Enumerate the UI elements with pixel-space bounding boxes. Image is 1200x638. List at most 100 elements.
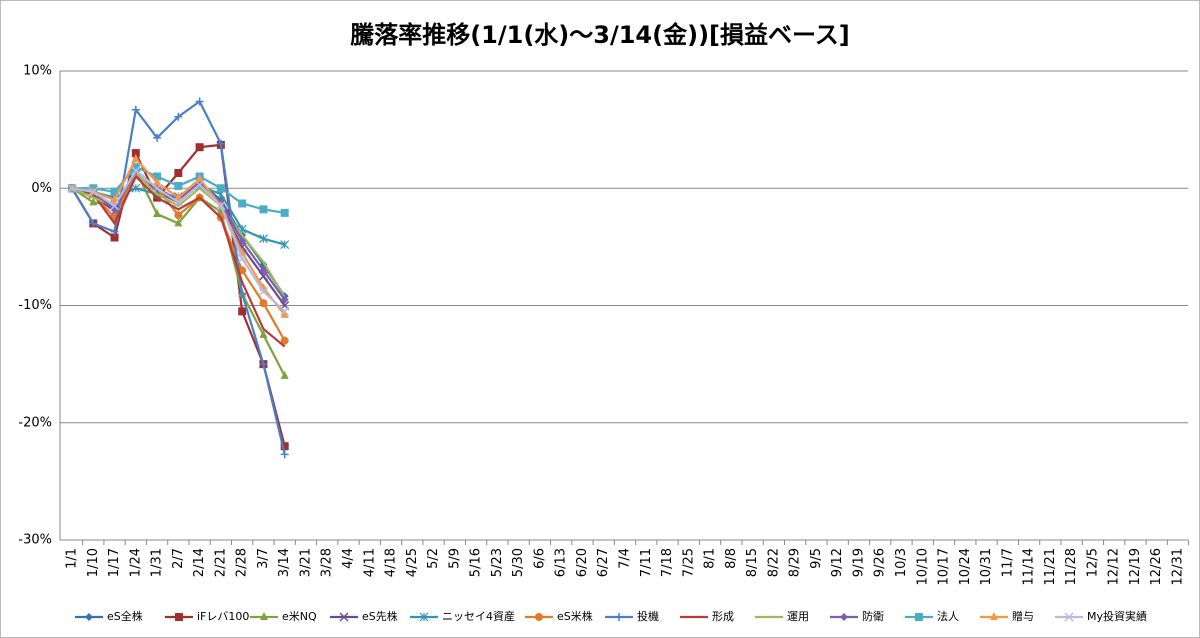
x-tick-label: 1/10 xyxy=(86,548,101,577)
marker xyxy=(237,254,247,264)
x-tick-label: 1/24 xyxy=(128,548,143,577)
x-tick-label: 12/5 xyxy=(1085,548,1100,577)
series xyxy=(68,97,289,459)
marker xyxy=(280,370,289,379)
marker xyxy=(339,612,349,622)
x-tick-label: 7/18 xyxy=(660,548,675,577)
x-tick-label: 1/17 xyxy=(107,548,122,577)
x-tick-label: 3/28 xyxy=(320,548,335,577)
marker xyxy=(280,295,289,304)
y-tick-label: 0% xyxy=(31,181,52,196)
marker xyxy=(85,613,93,621)
x-tick-label: 3/14 xyxy=(277,548,292,577)
x-tick-label: 7/4 xyxy=(618,548,633,569)
line xyxy=(71,174,286,348)
x-tick-label: 10/24 xyxy=(958,548,973,585)
marker xyxy=(173,197,183,207)
marker xyxy=(280,336,289,345)
marker xyxy=(195,143,204,152)
x-tick-label: 4/11 xyxy=(362,548,377,577)
x-tick-label: 5/23 xyxy=(490,548,505,577)
x-tick-label: 5/9 xyxy=(447,548,462,569)
marker xyxy=(258,234,268,244)
marker xyxy=(1064,612,1074,622)
legend-label: My投資実績 xyxy=(1087,609,1147,623)
marker xyxy=(174,112,183,121)
legend-label: 形成 xyxy=(712,610,734,623)
x-tick-label: 9/19 xyxy=(851,548,866,577)
legend-label: e米NQ xyxy=(282,610,317,623)
x-tick-label: 5/16 xyxy=(469,548,484,577)
marker xyxy=(110,227,119,236)
x-tick-label: 11/14 xyxy=(1022,548,1037,585)
marker xyxy=(238,237,247,246)
marker xyxy=(280,306,290,316)
y-tick-label: -10% xyxy=(18,298,52,313)
x-tick-label: 5/30 xyxy=(511,548,526,577)
x-tick-label: 10/3 xyxy=(894,548,909,577)
marker xyxy=(238,289,247,298)
marker xyxy=(990,612,998,620)
x-tick-label: 6/13 xyxy=(554,548,569,577)
legend-label: ニッセイ4資産 xyxy=(442,610,515,623)
marker xyxy=(258,286,268,296)
marker xyxy=(280,450,289,459)
x-tick-label: 2/14 xyxy=(192,548,207,577)
x-tick-label: 11/28 xyxy=(1064,548,1079,585)
legend-label: 法人 xyxy=(937,609,959,623)
marker xyxy=(110,201,120,211)
x-tick-label: 2/28 xyxy=(235,548,250,577)
x-tick-label: 2/7 xyxy=(171,548,186,569)
marker xyxy=(174,211,183,220)
marker xyxy=(216,184,225,193)
legend-label: 投機 xyxy=(637,609,659,623)
marker xyxy=(259,266,268,275)
marker xyxy=(174,192,183,201)
x-tick-label: 8/29 xyxy=(788,548,803,577)
x-tick-label: 12/26 xyxy=(1149,548,1164,585)
y-tick-label: -20% xyxy=(18,415,52,430)
marker xyxy=(259,329,268,338)
x-tick-label: 12/31 xyxy=(1171,548,1186,585)
marker xyxy=(216,201,226,211)
marker xyxy=(615,613,623,621)
marker xyxy=(259,299,268,308)
marker xyxy=(259,360,268,369)
x-tick-label: 9/5 xyxy=(809,548,824,569)
series xyxy=(71,174,286,348)
x-tick-label: 1/31 xyxy=(150,548,165,577)
x-tick-label: 8/8 xyxy=(724,548,739,569)
x-tick-label: 5/2 xyxy=(426,548,441,569)
marker xyxy=(153,133,162,142)
marker xyxy=(131,105,140,114)
marker xyxy=(280,309,289,318)
legend-label: 防衛 xyxy=(862,609,884,623)
marker xyxy=(131,153,140,162)
marker xyxy=(238,307,247,316)
marker xyxy=(88,187,98,197)
marker xyxy=(280,442,289,451)
marker xyxy=(131,183,141,193)
x-tick-label: 6/20 xyxy=(575,548,590,577)
marker xyxy=(175,613,183,621)
marker xyxy=(131,166,141,176)
marker xyxy=(131,149,140,158)
marker xyxy=(280,240,290,249)
x-tick-label: 11/7 xyxy=(1000,548,1015,577)
legend-label: eS米株 xyxy=(557,609,593,623)
marker xyxy=(419,612,429,622)
marker xyxy=(259,205,268,214)
marker xyxy=(67,183,77,193)
marker xyxy=(110,187,119,196)
marker xyxy=(195,97,204,106)
marker xyxy=(153,172,162,181)
marker xyxy=(280,208,289,217)
x-tick-label: 8/22 xyxy=(766,548,781,577)
x-tick-label: 7/25 xyxy=(681,548,696,577)
x-tick-label: 1/1 xyxy=(65,548,80,569)
x-tick-label: 4/25 xyxy=(405,548,420,577)
marker xyxy=(174,181,183,190)
x-tick-label: 10/31 xyxy=(979,548,994,585)
